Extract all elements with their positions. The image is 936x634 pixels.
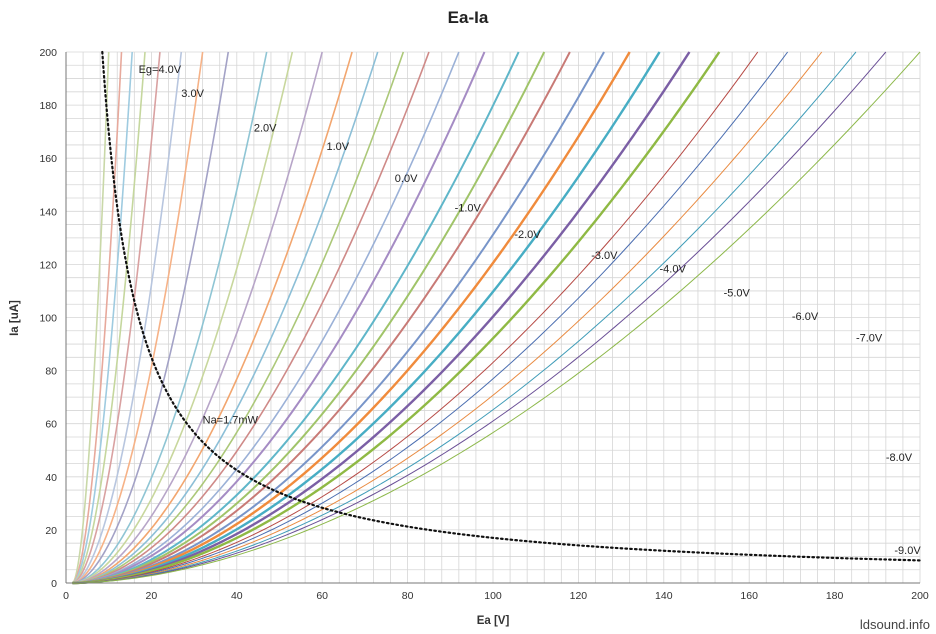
plate-curve-eg--0p5 <box>72 51 379 584</box>
plate-curve-eg--9p5 <box>72 51 921 584</box>
y-axis-label: Ia [uA] <box>9 300 21 336</box>
curve-label: -7.0V <box>856 332 883 344</box>
curve-label: 3.0V <box>181 88 204 100</box>
plate-curve-eg-1 <box>72 51 294 584</box>
plate-curve-eg--5 <box>72 51 631 585</box>
y-tick-label: 80 <box>45 366 57 378</box>
y-tick-label: 40 <box>45 472 57 484</box>
plate-curve-eg--4 <box>72 51 571 584</box>
curve-label: -1.0V <box>455 202 482 214</box>
plate-curve-eg-0p5 <box>72 51 323 584</box>
x-tick-label: 20 <box>146 590 158 602</box>
curve-label: 0.0V <box>395 173 418 185</box>
curve-label: -5.0V <box>724 287 751 299</box>
plate-curve-eg-5p5 <box>72 51 110 584</box>
curve-label: 1.0V <box>326 141 349 153</box>
y-tick-label: 160 <box>39 153 57 165</box>
plate-curve-eg--4p5 <box>72 51 605 584</box>
plate-curve-eg--8 <box>72 51 823 584</box>
plate-curve-eg-0 <box>72 51 353 584</box>
plate-curve-eg--9 <box>72 51 887 584</box>
plate-curve-eg--6 <box>72 51 691 585</box>
y-tick-label: 180 <box>39 100 57 112</box>
x-tick-label: 80 <box>402 590 414 602</box>
y-tick-label: 200 <box>39 47 57 59</box>
curve-label: -6.0V <box>792 311 819 323</box>
y-tick-label: 20 <box>45 525 57 537</box>
curve-label: 2.0V <box>254 123 277 135</box>
plate-curves <box>72 51 921 585</box>
y-tick-label: 140 <box>39 206 57 218</box>
plate-curve-eg--7p5 <box>72 51 789 584</box>
y-tick-label: 100 <box>39 313 57 325</box>
x-tick-label: 120 <box>570 590 588 602</box>
plate-curve-eg-4p5 <box>72 51 133 584</box>
curve-label: -9.0V <box>894 545 921 557</box>
x-tick-label: 40 <box>231 590 243 602</box>
plate-curve-eg-5 <box>72 51 123 584</box>
plate-curve-eg-2p5 <box>72 51 204 584</box>
plate-curve-eg--3p5 <box>72 51 546 584</box>
x-tick-label: 180 <box>826 590 844 602</box>
curve-label: Eg=4.0V <box>139 64 182 76</box>
plate-curve-eg-3p5 <box>72 51 161 584</box>
curve-labels: Eg=4.0V 3.0V 2.0V 1.0V 0.0V -1.0V -2.0V -3.0V -4… <box>139 64 922 557</box>
plate-curve-eg--1p5 <box>72 51 430 584</box>
watermark: ldsound.info <box>860 617 930 632</box>
plate-curve-eg--6p5 <box>72 51 721 585</box>
plate-curve-eg--1 <box>72 51 405 584</box>
power-curve-na-1p7mw <box>101 50 922 562</box>
curve-label: -2.0V <box>514 229 541 241</box>
y-tick-label: 0 <box>51 578 57 590</box>
x-tick-label: 200 <box>911 590 929 602</box>
plate-curve-eg--5p5 <box>72 51 661 585</box>
plate-curve-eg--2p5 <box>72 51 486 584</box>
plate-curve-eg-2 <box>72 51 230 584</box>
y-tick-label: 60 <box>45 419 57 431</box>
plate-curve-eg--3 <box>72 51 520 584</box>
curve-label: -4.0V <box>660 263 687 275</box>
curve-label: Na=1.7mW <box>203 415 259 427</box>
power-dissipation-curve <box>101 50 922 562</box>
plate-curve-eg--7 <box>72 51 759 584</box>
curve-label: -3.0V <box>591 250 618 262</box>
chart-title: Ea-Ia <box>448 8 489 27</box>
x-tick-label: 0 <box>63 590 69 602</box>
x-axis-label: Ea [V] <box>477 615 510 627</box>
x-tick-label: 100 <box>484 590 502 602</box>
y-tick-label: 120 <box>39 259 57 271</box>
plate-curve-eg--8p5 <box>72 51 857 584</box>
x-tick-label: 60 <box>316 590 328 602</box>
axes: 0 20 40 60 80 100 120 140 160 180 200 0 20 40 60 80 100 1… <box>39 47 928 602</box>
plate-curve-eg-4 <box>72 51 146 584</box>
curve-label: -8.0V <box>886 452 913 464</box>
plate-curve-eg-3 <box>72 51 183 584</box>
plate-curve-eg-1p5 <box>72 51 268 584</box>
x-tick-label: 140 <box>655 590 673 602</box>
x-tick-label: 160 <box>740 590 758 602</box>
plate-curve-eg--2 <box>72 51 460 584</box>
